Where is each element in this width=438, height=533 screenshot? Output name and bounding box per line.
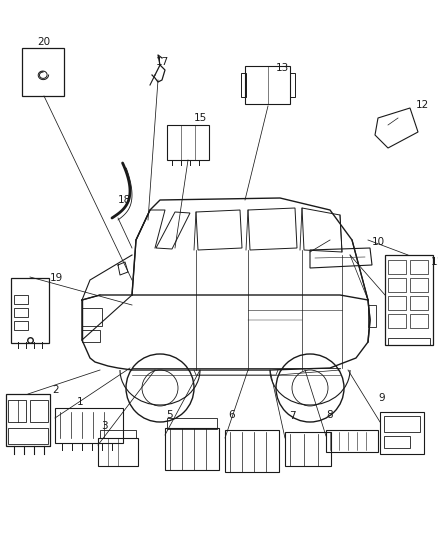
Bar — [409, 314, 427, 328]
Bar — [240, 73, 245, 97]
Bar — [387, 278, 405, 292]
Bar — [384, 255, 432, 345]
Text: 8: 8 — [326, 410, 332, 420]
Text: 19: 19 — [49, 273, 63, 283]
Bar — [367, 305, 375, 327]
Bar — [14, 321, 28, 330]
Bar — [387, 314, 405, 328]
Bar — [165, 428, 219, 470]
Bar — [14, 308, 28, 317]
Bar — [245, 66, 290, 104]
Text: 6: 6 — [228, 410, 235, 420]
Text: 15: 15 — [193, 113, 206, 123]
Bar — [98, 438, 138, 466]
Bar — [284, 432, 330, 466]
Bar — [166, 125, 208, 159]
Bar — [225, 430, 279, 472]
Text: 11: 11 — [429, 257, 438, 267]
Text: 9: 9 — [378, 393, 385, 403]
Bar — [14, 295, 28, 304]
Bar — [11, 278, 49, 343]
Bar — [409, 278, 427, 292]
Bar — [8, 400, 26, 422]
Text: 10: 10 — [371, 237, 384, 247]
Bar — [55, 408, 123, 443]
Bar — [100, 430, 136, 438]
Bar — [30, 400, 48, 422]
Bar — [383, 436, 409, 448]
Bar — [290, 73, 294, 97]
Text: 5: 5 — [166, 410, 173, 420]
Text: 3: 3 — [100, 421, 107, 431]
Bar — [82, 308, 102, 326]
Bar — [379, 412, 423, 454]
Text: 7: 7 — [288, 411, 295, 421]
Bar — [325, 430, 377, 452]
Bar — [82, 330, 100, 342]
Text: 1: 1 — [77, 397, 83, 407]
Bar — [6, 394, 50, 446]
Bar — [383, 416, 419, 432]
Bar — [22, 48, 64, 96]
Text: 17: 17 — [155, 57, 168, 67]
Text: 18: 18 — [117, 195, 131, 205]
Text: 12: 12 — [414, 100, 427, 110]
Bar — [387, 260, 405, 274]
Bar — [8, 428, 48, 444]
Bar — [166, 418, 216, 429]
Text: 20: 20 — [37, 37, 50, 47]
Text: 13: 13 — [275, 63, 288, 73]
Bar — [387, 296, 405, 310]
Bar — [387, 338, 429, 345]
Bar — [409, 260, 427, 274]
Bar — [409, 296, 427, 310]
Text: 2: 2 — [53, 385, 59, 395]
